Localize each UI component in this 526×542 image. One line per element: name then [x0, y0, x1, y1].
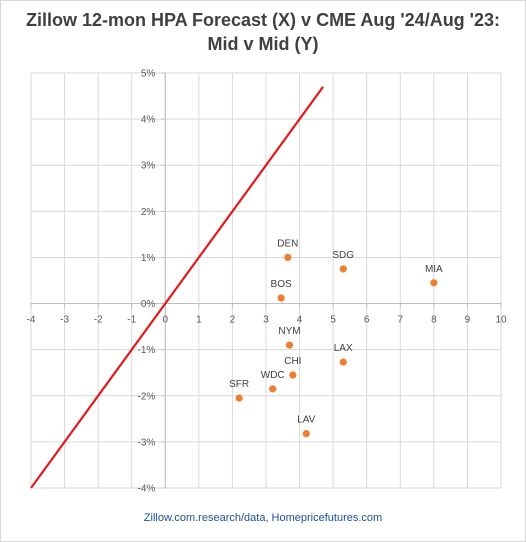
- x-tick-label: -4: [27, 315, 36, 326]
- point-wdc: [269, 385, 277, 393]
- point-label-mia: MIA: [425, 264, 443, 275]
- data-points: [235, 253, 438, 438]
- point-sdg: [339, 265, 347, 273]
- point-label-sfr: SFR: [229, 379, 249, 390]
- point-labels: DEN SDG MIA BOS NYM LAX CHI WDC SFR LAV: [229, 238, 443, 425]
- y-tick-label: -4%: [137, 484, 155, 495]
- source-note: Zillow.com.research/data, Homepricefutur…: [143, 512, 383, 524]
- x-tick-label: 10: [495, 315, 507, 326]
- y-tick-label: 2%: [141, 207, 156, 218]
- point-label-chi: CHI: [284, 356, 301, 367]
- y-tick-label: 0%: [141, 299, 156, 310]
- x-tick-label: 6: [364, 315, 370, 326]
- point-bos: [277, 294, 285, 302]
- y-tick-label: -3%: [137, 437, 155, 448]
- y-tick-label: 3%: [141, 161, 156, 172]
- point-sfr: [235, 394, 243, 402]
- point-label-wdc: WDC: [261, 370, 285, 381]
- x-tick-label: 8: [431, 315, 437, 326]
- x-tick-label: 1: [196, 315, 202, 326]
- point-nym: [285, 341, 294, 349]
- x-tick-label: 4: [297, 315, 303, 326]
- x-tick-label: -1: [127, 315, 136, 326]
- x-tick-label: 2: [230, 315, 236, 326]
- point-label-nym: NYM: [278, 326, 300, 337]
- reference-line-group: [30, 86, 324, 489]
- x-tick-label: -2: [94, 315, 103, 326]
- point-mia: [430, 279, 438, 287]
- point-lav: [302, 429, 310, 438]
- x-tick-label: 0: [163, 315, 169, 326]
- gridlines: [30, 72, 502, 489]
- point-label-sdg: SDG: [332, 250, 354, 261]
- point-label-lav: LAV: [297, 415, 315, 426]
- point-label-lax: LAX: [334, 343, 353, 354]
- tick-labels: -4 -3 -2 -1 0 1 2 3 4 5 6 7 8 9 10 -4% -3% -2% -1% 0% 1% 2% 3%…: [27, 69, 507, 495]
- point-den: [284, 253, 292, 262]
- point-lax: [339, 358, 347, 366]
- x-tick-label: 5: [330, 315, 336, 326]
- y-tick-label: -1%: [137, 345, 155, 356]
- reference-line: [30, 86, 324, 489]
- x-tick-label: 9: [465, 315, 471, 326]
- x-tick-label: -3: [60, 315, 69, 326]
- y-tick-label: -2%: [137, 391, 155, 402]
- x-tick-label: 7: [398, 315, 404, 326]
- x-tick-label: 3: [263, 315, 269, 326]
- chart-title: Zillow 12-mon HPA Forecast (X) v CME Aug…: [26, 10, 500, 54]
- y-tick-label: 4%: [141, 115, 156, 126]
- y-tick-label: 1%: [141, 253, 156, 264]
- point-label-bos: BOS: [271, 279, 292, 290]
- point-label-den: DEN: [277, 238, 298, 249]
- y-tick-label: 5%: [141, 69, 156, 80]
- point-chi: [289, 371, 297, 379]
